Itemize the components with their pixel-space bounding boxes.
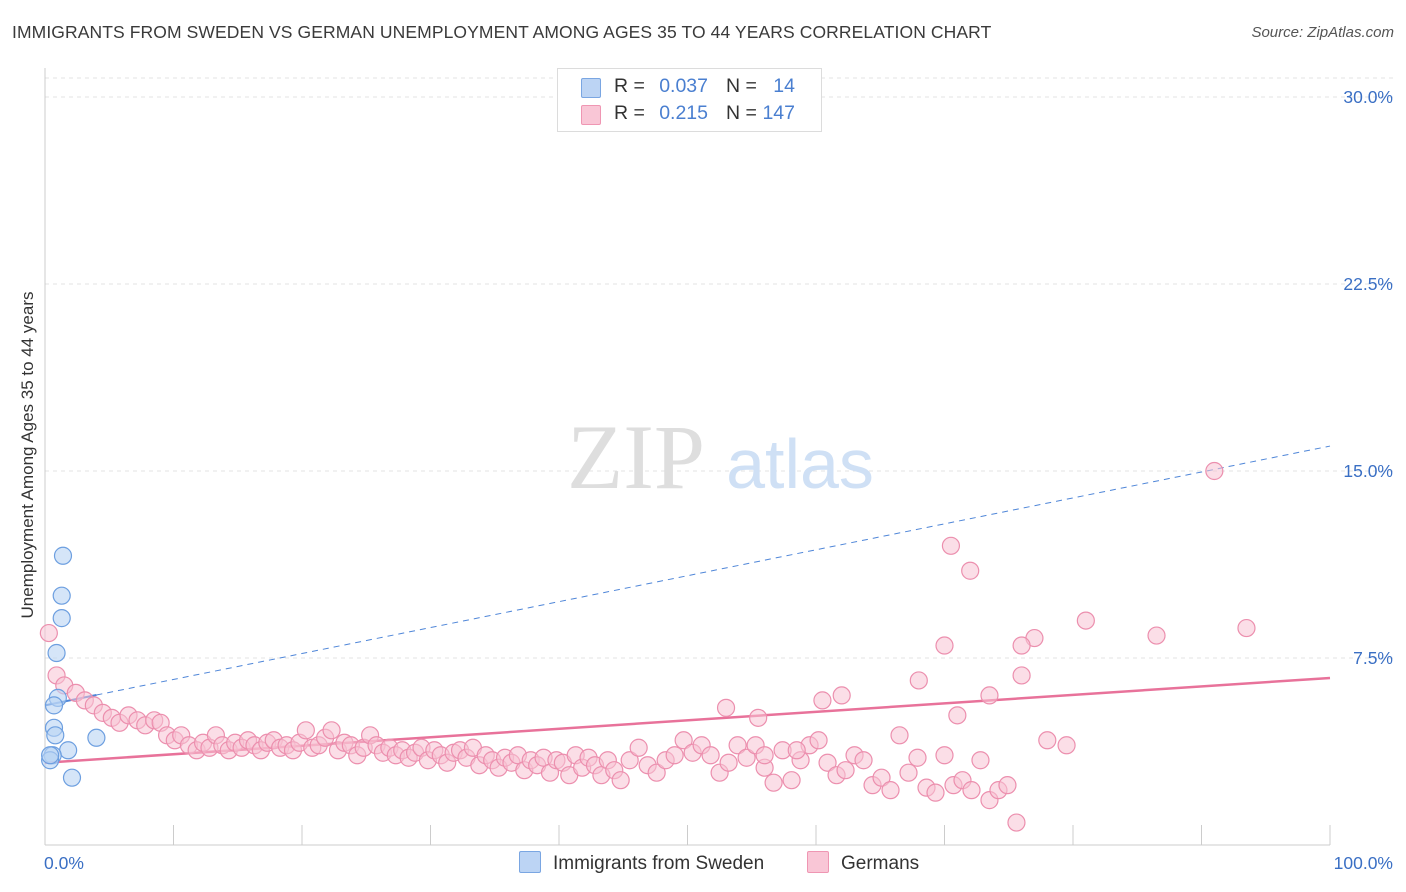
legend-n-label: N = xyxy=(726,102,757,124)
legend-r-value: 0.037 xyxy=(659,75,708,97)
sweden-point xyxy=(44,696,64,715)
germans-point xyxy=(832,686,851,705)
bottom-legend-label-germans: Germans xyxy=(841,853,920,874)
y-tick-label: 22.5% xyxy=(1343,274,1393,294)
watermark-atlas: atlas xyxy=(726,425,874,503)
legend-swatch-germans xyxy=(581,105,601,125)
germans-point xyxy=(1007,813,1026,832)
germans-point xyxy=(908,748,927,767)
germans-point xyxy=(899,763,918,782)
germans-point xyxy=(971,751,990,770)
germans-point xyxy=(909,671,928,690)
germans-point xyxy=(665,746,684,765)
bottom-legend-swatch-sweden xyxy=(519,851,541,873)
chart-title: IMMIGRANTS FROM SWEDEN VS GERMAN UNEMPLO… xyxy=(12,22,992,42)
germans-point xyxy=(1147,626,1166,645)
bottom-legend-swatch-germans xyxy=(807,851,829,873)
germans-point xyxy=(926,783,945,802)
germans-points xyxy=(39,461,1256,832)
legend-swatch-sweden xyxy=(581,78,601,98)
germans-point xyxy=(890,726,909,745)
bottom-legend-germans: Germans xyxy=(807,851,919,875)
germans-point xyxy=(719,753,738,772)
germans-point xyxy=(782,771,801,790)
germans-point xyxy=(1237,618,1256,638)
sweden-point xyxy=(46,726,65,745)
germans-point xyxy=(1205,461,1224,481)
germans-point xyxy=(872,768,891,787)
germans-point xyxy=(881,781,900,800)
watermark: ZIP atlas xyxy=(567,406,874,508)
germans-point xyxy=(1038,731,1057,750)
legend-row-germans: R = 0.215 N = 147 xyxy=(558,101,821,127)
germans-point xyxy=(836,761,855,780)
germans-point xyxy=(1057,736,1076,755)
germans-point xyxy=(716,698,736,717)
germans-point xyxy=(701,746,720,765)
germans-point xyxy=(935,636,954,655)
legend-row-sweden: R = 0.037 N = 14 xyxy=(558,74,821,100)
correlation-legend: R = 0.037 N = 14 R = 0.215 N = 147 xyxy=(557,68,822,132)
germans-point xyxy=(647,763,666,782)
sweden-point xyxy=(52,586,71,605)
x-tick-label-max: 100.0% xyxy=(1334,853,1393,873)
germans-point xyxy=(749,708,768,727)
germans-point xyxy=(854,751,873,770)
tick-labels: 7.5% 15.0% 22.5% 30.0% 0.0% 100.0% xyxy=(44,87,1393,873)
germans-point xyxy=(998,776,1017,795)
bottom-legend-label-sweden: Immigrants from Sweden xyxy=(553,853,765,874)
germans-point xyxy=(961,561,980,580)
germans-point xyxy=(755,746,774,765)
legend-r-value: 0.215 xyxy=(659,102,708,124)
germans-point xyxy=(809,731,828,750)
sweden-point xyxy=(52,609,71,628)
gridlines xyxy=(45,77,1395,659)
germans-point xyxy=(737,748,756,767)
legend-n-value: 14 xyxy=(773,75,795,97)
bottom-legend-sweden: Immigrants from Sweden xyxy=(519,851,764,875)
y-tick-label: 15.0% xyxy=(1343,461,1393,481)
y-tick-label: 30.0% xyxy=(1343,87,1393,107)
source-label: Source: ZipAtlas.com xyxy=(1251,24,1394,41)
germans-point xyxy=(813,691,832,710)
germans-point xyxy=(39,623,58,643)
germans-point xyxy=(1012,636,1031,655)
germans-point xyxy=(941,536,961,555)
sweden-point xyxy=(47,643,66,663)
sweden-point xyxy=(41,746,60,765)
germans-point xyxy=(948,706,967,725)
legend-n-value: 147 xyxy=(762,102,795,124)
sweden-trend-dashed xyxy=(96,445,1331,696)
sweden-point xyxy=(87,728,106,747)
x-tick-label-min: 0.0% xyxy=(44,853,84,873)
sweden-point xyxy=(62,768,82,787)
germans-point xyxy=(787,741,806,760)
germans-point xyxy=(674,731,693,750)
germans-point xyxy=(611,771,630,790)
germans-point xyxy=(728,736,747,755)
watermark-zip: ZIP xyxy=(567,406,705,508)
legend-r-label: R = xyxy=(614,102,645,124)
sweden-points xyxy=(41,546,106,787)
germans-point xyxy=(620,751,639,770)
axes xyxy=(44,68,1331,846)
germans-point xyxy=(1012,666,1031,685)
y-tick-label: 7.5% xyxy=(1353,648,1393,668)
germans-point xyxy=(980,686,999,705)
germans-point xyxy=(818,753,837,772)
legend-r-label: R = xyxy=(614,75,645,97)
sweden-point xyxy=(53,546,73,565)
germans-point xyxy=(629,738,648,757)
germans-point xyxy=(322,721,341,740)
germans-point xyxy=(935,746,954,765)
germans-point xyxy=(1076,611,1095,630)
germans-point xyxy=(764,773,783,792)
legend-n-label: N = xyxy=(726,75,757,97)
sweden-point xyxy=(59,741,78,760)
germans-point xyxy=(296,721,315,740)
germans-point xyxy=(962,781,981,800)
y-axis-label: Unemployment Among Ages 35 to 44 years xyxy=(18,291,37,619)
